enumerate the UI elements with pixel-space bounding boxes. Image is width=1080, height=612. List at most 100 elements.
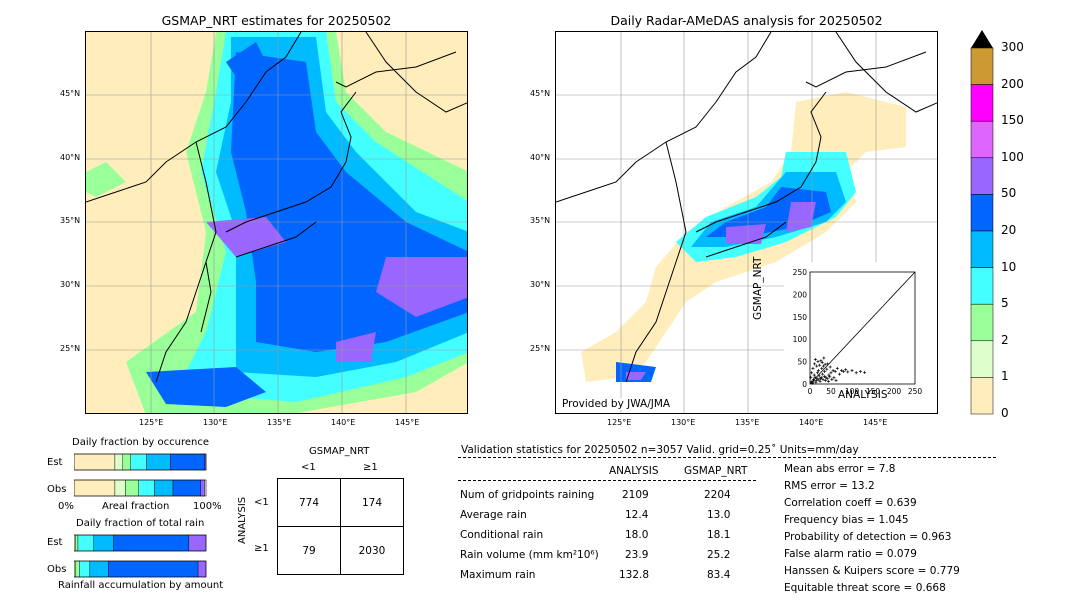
stacked-bar-segment	[122, 453, 131, 471]
stat-row-label: Num of gridpoints raining	[460, 489, 595, 501]
scatter-point	[811, 381, 815, 385]
scatter-point	[818, 379, 822, 383]
colorbar-tick-label: 2	[1001, 332, 1009, 347]
scatter-ylabel: GSMAP_NRT	[752, 256, 764, 320]
validation-divider	[458, 457, 996, 458]
left-lat-tick: 40°N	[60, 153, 81, 162]
colorbar-tick-label: 50	[1001, 186, 1017, 201]
occurrence-xlabel: Areal fraction	[102, 501, 170, 512]
scatter-point	[821, 378, 825, 382]
scatter-point	[813, 375, 817, 379]
table-divider	[458, 480, 756, 481]
left-lon-tick: 125°E	[139, 418, 164, 427]
scatter-point	[819, 376, 823, 380]
scatter-point	[813, 357, 817, 361]
stat-row-analysis: 18.0	[625, 529, 649, 541]
score-line: Probability of detection = 0.963	[784, 531, 952, 543]
left-lat-tick: 25°N	[60, 344, 81, 353]
right-lat-tick: 25°N	[530, 344, 551, 353]
data-credit: Provided by JWA/JMA	[562, 398, 671, 410]
scatter-y-tick: 250	[793, 268, 808, 277]
scatter-point	[817, 374, 821, 378]
stat-row-analysis: 132.8	[619, 569, 650, 581]
contingency-cell: 79	[277, 526, 341, 575]
right-lon-tick: 140°E	[799, 418, 824, 427]
colorbar-tick-label: 300	[1001, 40, 1024, 54]
scatter-y-tick: 150	[793, 313, 808, 322]
stat-row-analysis: 2109	[622, 489, 649, 501]
stacked-bar-segment	[146, 453, 171, 471]
scatter-point	[814, 380, 818, 384]
scatter-point	[840, 369, 843, 373]
stacked-bar-segment	[79, 560, 91, 578]
score-line: Mean abs error = 7.8	[784, 463, 896, 475]
scatter-x-tick: 100	[845, 387, 860, 396]
total-rain-est-label: Est	[47, 537, 63, 548]
score-line: RMS error = 13.2	[784, 480, 875, 492]
scatter-point	[832, 376, 836, 380]
contingency-row-title: ANALYSIS	[237, 496, 248, 544]
scatter-point	[854, 371, 858, 375]
scatter-y-tick: 100	[793, 335, 808, 344]
scatter-point	[827, 373, 831, 377]
col-gsmap-header: GSMAP_NRT	[684, 465, 748, 477]
scatter-x-tick: 0	[808, 387, 813, 396]
colorbar-segment	[970, 84, 994, 122]
colorbar-segment	[970, 194, 994, 232]
stacked-bar-segment	[93, 534, 114, 552]
stacked-bar-segment	[114, 453, 124, 471]
stat-row-gsmap: 83.4	[707, 569, 731, 581]
colorbar-segment	[970, 157, 994, 195]
total-rain-xlabel: Rainfall accumulation by amount	[58, 580, 224, 591]
scatter-point	[818, 363, 822, 367]
colorbar-segment	[970, 267, 994, 305]
right-lon-tick: 130°E	[671, 418, 696, 427]
scatter-point	[819, 359, 823, 363]
score-line: Frequency bias = 1.045	[784, 514, 909, 526]
score-line: Hanssen & Kuipers score = 0.779	[784, 565, 960, 577]
stacked-bar-outline	[74, 560, 207, 578]
colorbar-tick-label: 0	[1001, 406, 1009, 420]
left-lon-tick: 145°E	[395, 418, 420, 427]
stacked-bar-segment	[188, 534, 207, 552]
stacked-bar-segment	[74, 479, 116, 497]
stacked-bar-segment	[138, 479, 155, 497]
right-lat-tick: 45°N	[530, 89, 551, 98]
scatter-y-tick: 0	[802, 380, 807, 389]
right-lon-tick: 145°E	[863, 418, 888, 427]
left-lon-tick: 135°E	[267, 418, 292, 427]
scatter-point	[828, 375, 832, 379]
scatter-point	[835, 366, 839, 370]
colorbar-segment	[970, 303, 994, 342]
total-rain-obs-label: Obs	[47, 564, 67, 575]
colorbar-segment	[970, 120, 994, 159]
scatter-point	[810, 371, 814, 375]
scatter-point	[833, 369, 837, 373]
stacked-bar-segment	[74, 453, 116, 471]
left-lon-tick: 140°E	[331, 418, 356, 427]
scatter-point	[809, 375, 813, 379]
stacked-bar-segment	[114, 479, 126, 497]
stacked-bar-segment	[108, 560, 199, 578]
total-rain-bars	[74, 534, 207, 578]
colorbar-segment	[970, 340, 994, 378]
scatter-point	[812, 379, 816, 383]
contingency-row-header: ≥1	[254, 543, 269, 554]
occurrence-bars	[74, 453, 207, 497]
contingency-col-header: ≥1	[363, 462, 378, 473]
right-lat-tick: 40°N	[530, 153, 551, 162]
occurrence-tick-0: 0%	[58, 501, 74, 512]
stat-row-analysis: 12.4	[625, 509, 649, 521]
colorbar	[970, 30, 994, 415]
right-map-panel: Provided by JWA/JMA	[555, 31, 938, 414]
scatter-point	[822, 374, 826, 378]
stat-row-gsmap: 2204	[704, 489, 731, 501]
contingency-row-header: <1	[254, 497, 269, 508]
scatter-point	[842, 369, 846, 373]
scatter-y-tick: 50	[797, 358, 807, 367]
stat-row-label: Average rain	[460, 509, 527, 521]
col-analysis-header: ANALYSIS	[609, 465, 659, 477]
stat-row-label: Rain volume (mm km²10⁶)	[460, 549, 599, 561]
stacked-bar-segment	[197, 560, 207, 578]
validation-header: Validation statistics for 20250502 n=305…	[461, 444, 859, 456]
